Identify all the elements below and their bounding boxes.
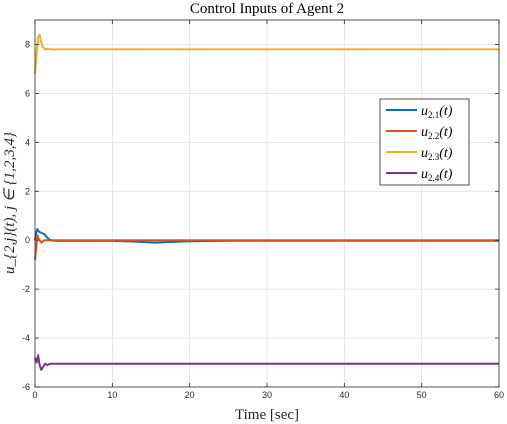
legend-label-3: u2.3(t) xyxy=(421,146,453,162)
series-lines xyxy=(34,33,499,371)
y-tick-label: -2 xyxy=(22,284,30,294)
legend-label-1: u2.1(t) xyxy=(421,104,453,120)
y-tick-label: 2 xyxy=(25,186,30,196)
y-axis-label: u_{2,j}(t), j ∈ {1,2,3,4} xyxy=(2,132,18,274)
x-tick-label: 20 xyxy=(185,390,195,400)
y-tick-label: -6 xyxy=(22,382,30,392)
series-line-4 xyxy=(34,354,499,371)
x-axis-label: Time [sec] xyxy=(235,407,299,423)
x-tick-label: 50 xyxy=(417,390,427,400)
y-tick-label: -4 xyxy=(22,333,30,343)
x-tick-label: 30 xyxy=(262,390,272,400)
x-tick-labels: 0 10 20 30 40 50 60 xyxy=(32,390,504,400)
series-line-3 xyxy=(34,33,499,74)
chart-title: Control Inputs of Agent 2 xyxy=(190,1,344,17)
y-tick-label: 6 xyxy=(25,88,30,98)
x-tick-label: 60 xyxy=(494,390,504,400)
x-tick-label: 0 xyxy=(32,390,37,400)
legend-label-4: u2.4(t) xyxy=(421,167,453,183)
legend: u2.1(t) u2.2(t) u2.3(t) u2.4(t) xyxy=(379,98,470,186)
legend-box xyxy=(379,98,470,186)
x-tick-label: 40 xyxy=(339,390,349,400)
tick-marks xyxy=(34,20,500,388)
y-tick-label: 8 xyxy=(25,39,30,49)
legend-label-2: u2.2(t) xyxy=(421,125,453,141)
y-tick-label: 4 xyxy=(25,137,30,147)
y-tick-labels: -6 -4 -2 0 2 4 6 8 xyxy=(22,39,30,392)
y-tick-label: 0 xyxy=(25,235,30,245)
x-tick-label: 10 xyxy=(107,390,117,400)
series-line-2 xyxy=(34,234,499,260)
